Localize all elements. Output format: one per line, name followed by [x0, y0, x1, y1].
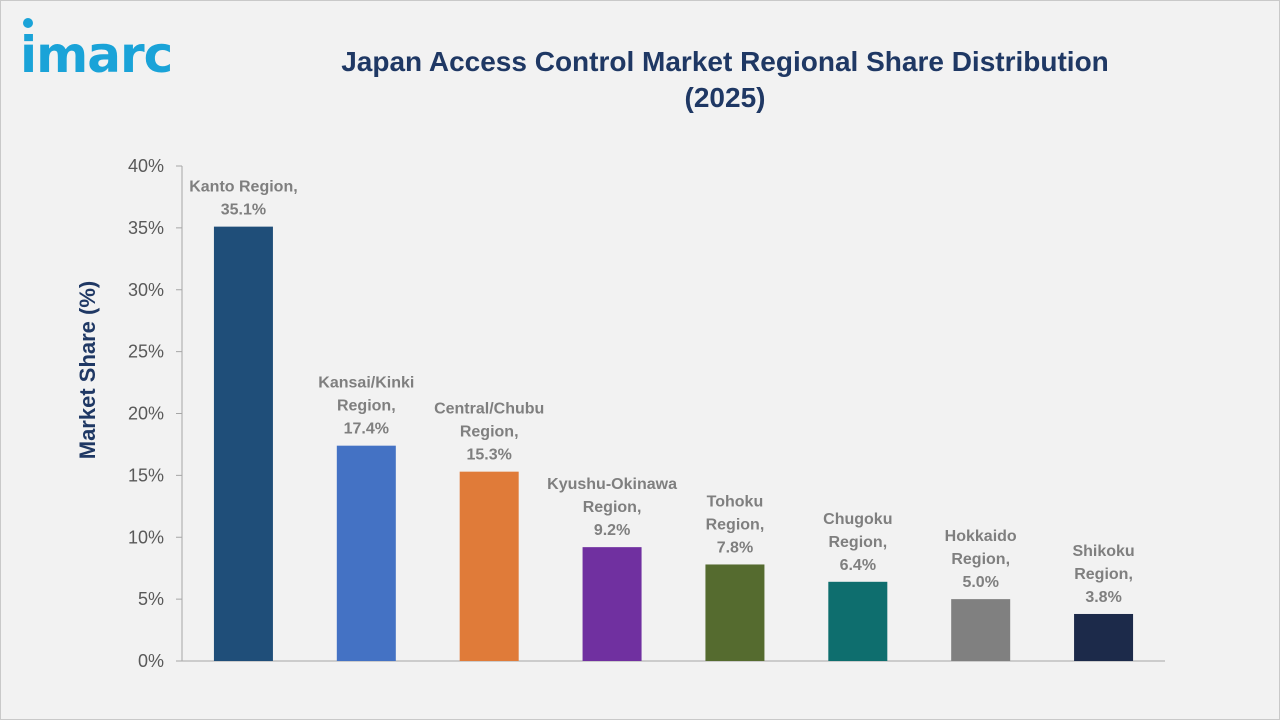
y-tick-label: 25% [128, 342, 164, 362]
data-label: Region, [951, 551, 1010, 568]
y-tick-label: 40% [128, 156, 164, 176]
data-label: 7.8% [717, 539, 753, 556]
chart-title-line-2: (2025) [684, 82, 766, 113]
bar [336, 445, 396, 661]
bar [828, 581, 888, 661]
y-tick-label: 10% [128, 527, 164, 547]
data-label: Kansai/Kinki [318, 375, 414, 392]
data-label: Tohoku [707, 493, 764, 510]
data-label: Region, [706, 516, 765, 533]
bar [705, 564, 765, 661]
y-tick-label: 0% [138, 651, 164, 671]
data-label: 17.4% [344, 421, 389, 438]
y-tick-label: 20% [128, 404, 164, 424]
y-tick-label: 30% [128, 280, 164, 300]
data-label: Region, [337, 398, 396, 415]
data-label: Region, [1074, 566, 1133, 583]
y-tick-label: 35% [128, 218, 164, 238]
data-label: Region, [460, 424, 519, 441]
data-label: Chugoku [823, 511, 892, 528]
bar [1074, 613, 1134, 661]
logo-dot [23, 18, 33, 28]
logo-text: imarc [20, 26, 173, 84]
chart-title: Japan Access Control Market Regional Sha… [300, 44, 1150, 116]
data-label: 3.8% [1085, 589, 1121, 606]
data-label: Shikoku [1072, 543, 1134, 560]
data-label: Central/Chubu [434, 401, 544, 418]
chart-title-line-1: Japan Access Control Market Regional Sha… [341, 46, 1109, 77]
bar [459, 471, 519, 661]
data-label: 5.0% [962, 574, 998, 591]
data-label: Hokkaido [945, 528, 1017, 545]
bar [951, 599, 1011, 661]
data-label: 9.2% [594, 522, 630, 539]
data-label: 6.4% [840, 557, 876, 574]
data-label: 35.1% [221, 202, 266, 219]
bar [213, 226, 273, 661]
data-label: Kanto Region, [189, 179, 297, 196]
data-label: Kyushu-Okinawa [547, 476, 677, 493]
data-label: Region, [828, 534, 887, 551]
y-tick-label: 15% [128, 465, 164, 485]
imarc-logo: imarc [20, 18, 210, 88]
data-label: Region, [583, 499, 642, 516]
y-tick-label: 5% [138, 589, 164, 609]
data-label: 15.3% [467, 447, 512, 464]
bar [582, 547, 642, 661]
